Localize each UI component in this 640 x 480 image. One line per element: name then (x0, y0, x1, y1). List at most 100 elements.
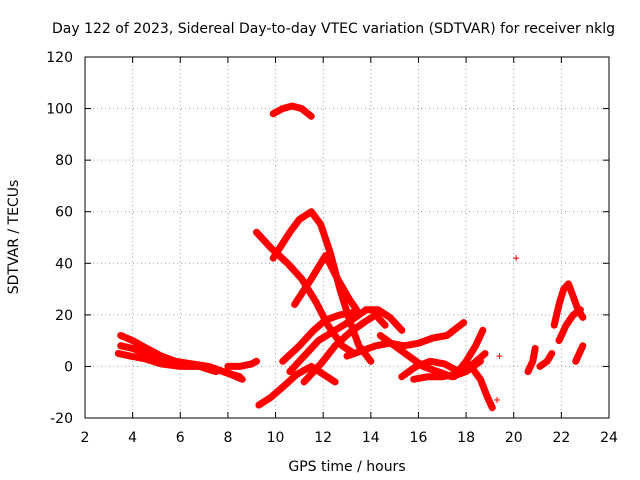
data-point (320, 371, 327, 378)
data-point (579, 342, 586, 349)
data-point (284, 260, 291, 267)
data-point (479, 327, 486, 334)
data-point (255, 402, 262, 409)
y-tick-label: -20 (50, 411, 73, 427)
y-tick-label: 0 (64, 359, 73, 375)
data-point (239, 376, 246, 383)
data-point (313, 298, 320, 305)
data-point (355, 342, 362, 349)
series-arc-late-morning (224, 357, 260, 370)
data-point (224, 363, 231, 370)
data-point (267, 394, 274, 401)
data-point (348, 317, 355, 324)
y-tick-label: 60 (55, 205, 73, 221)
data-point (401, 342, 408, 349)
data-point (227, 371, 234, 378)
series-arc-mid (291, 252, 360, 314)
series-arc-night-d (555, 306, 584, 345)
isolated-data-point (513, 255, 520, 262)
data-point (279, 105, 286, 112)
x-tick-label: 20 (505, 430, 523, 446)
data-point (296, 216, 303, 223)
data-point (301, 378, 308, 385)
data-point (344, 353, 350, 360)
data-point (372, 342, 379, 349)
data-point (129, 345, 136, 352)
y-axis-label: SDTVAR / TECUs (6, 180, 22, 295)
data-point (291, 301, 298, 308)
data-point (424, 373, 431, 380)
series-arc-morning-b (117, 342, 246, 383)
data-point (196, 363, 203, 370)
data-point (374, 306, 381, 313)
data-point (289, 102, 296, 109)
data-point (377, 332, 384, 339)
y-tick-label: 80 (55, 153, 73, 169)
isolated-data-point (494, 396, 501, 403)
x-tick-label: 2 (81, 430, 90, 446)
data-point (346, 329, 353, 336)
data-point (577, 347, 584, 354)
x-tick-label: 6 (176, 430, 185, 446)
series-arc-night-e (572, 342, 587, 365)
y-tick-label: 120 (46, 50, 73, 66)
data-point (372, 311, 379, 318)
data-point (317, 360, 324, 367)
data-point (360, 319, 367, 326)
data-point (579, 314, 586, 321)
data-point (544, 358, 551, 365)
data-point (332, 342, 339, 349)
data-point (324, 322, 331, 329)
x-tick-label: 12 (314, 430, 332, 446)
data-point (410, 376, 417, 383)
x-tick-label: 4 (128, 430, 137, 446)
chart-title: Day 122 of 2023, Sidereal Day-to-day VTE… (52, 21, 615, 37)
data-point (565, 280, 572, 287)
data-point (572, 358, 579, 365)
data-point (322, 252, 329, 259)
data-point (315, 337, 322, 344)
data-point (548, 350, 555, 357)
x-tick-label: 10 (267, 430, 285, 446)
data-point (467, 363, 474, 370)
data-point (472, 342, 479, 349)
data-point (560, 286, 567, 293)
data-point (555, 337, 562, 344)
data-point (332, 327, 339, 334)
y-tick-label: 100 (46, 102, 73, 118)
data-point (451, 373, 458, 380)
data-point (213, 368, 219, 375)
data-point (327, 249, 334, 256)
data-point (382, 322, 389, 329)
data-point (441, 360, 448, 367)
x-tick-label: 24 (600, 430, 618, 446)
x-tick-label: 22 (552, 430, 570, 446)
data-point (129, 337, 136, 344)
plot-frame (84, 56, 610, 419)
data-point (336, 311, 343, 318)
data-point (577, 306, 584, 313)
data-point (279, 358, 286, 365)
y-tick-label: 40 (55, 256, 73, 272)
data-point (117, 342, 124, 349)
data-point (115, 350, 122, 357)
data-point (536, 363, 543, 370)
series-arc-night-b (536, 350, 556, 370)
data-point (429, 335, 436, 342)
y-tick-label: 20 (55, 308, 73, 324)
data-point (358, 347, 365, 354)
data-point (334, 275, 341, 282)
data-point (293, 371, 300, 378)
data-point (270, 255, 277, 262)
data-point (248, 360, 255, 367)
x-tick-label: 16 (410, 430, 428, 446)
data-point (532, 345, 539, 352)
data-point (405, 353, 412, 360)
data-point (413, 363, 420, 370)
data-point (570, 311, 577, 318)
data-point (391, 342, 398, 349)
series-arc-evening-e (450, 326, 487, 381)
data-point (398, 327, 405, 334)
data-point (267, 244, 274, 251)
